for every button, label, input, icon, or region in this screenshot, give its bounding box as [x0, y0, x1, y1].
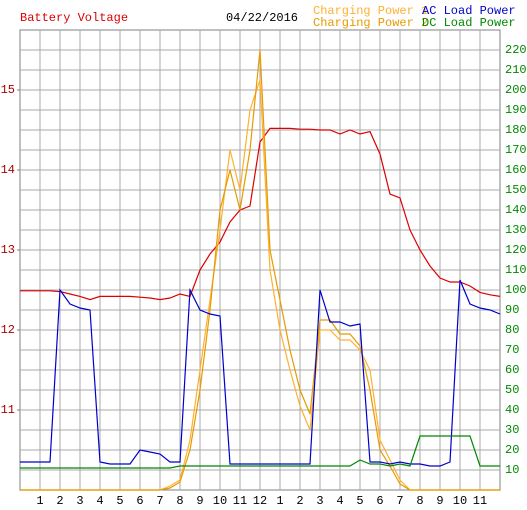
y-tick-label: 14: [1, 163, 15, 177]
y2-tick-label: 220: [505, 43, 527, 57]
x-tick-label: 4: [96, 494, 103, 508]
x-tick-label: 12: [253, 494, 267, 508]
y2-tick-label: 10: [505, 463, 519, 477]
y2-tick-label: 100: [505, 283, 527, 297]
x-tick-label: 6: [136, 494, 143, 508]
x-tick-label: 1: [276, 494, 283, 508]
legend-entry: Charging Power 2: [313, 16, 428, 30]
y2-tick-label: 80: [505, 323, 519, 337]
y2-tick-label: 50: [505, 383, 519, 397]
x-tick-label: 9: [196, 494, 203, 508]
chart-title: 04/22/2016: [226, 11, 298, 25]
y2-tick-label: 120: [505, 243, 527, 257]
y-tick-label: 15: [1, 83, 15, 97]
x-tick-label: 5: [116, 494, 123, 508]
x-tick-label: 9: [436, 494, 443, 508]
y2-tick-label: 20: [505, 443, 519, 457]
y2-tick-label: 130: [505, 223, 527, 237]
x-tick-label: 10: [453, 494, 467, 508]
x-tick-label: 4: [336, 494, 343, 508]
x-tick-label: 8: [176, 494, 183, 508]
y2-tick-label: 210: [505, 63, 527, 77]
x-tick-label: 7: [156, 494, 163, 508]
x-tick-label: 8: [416, 494, 423, 508]
x-tick-label: 3: [76, 494, 83, 508]
y2-tick-label: 30: [505, 423, 519, 437]
x-tick-label: 7: [396, 494, 403, 508]
y2-tick-label: 140: [505, 203, 527, 217]
y2-tick-label: 190: [505, 103, 527, 117]
y2-tick-label: 60: [505, 363, 519, 377]
series-line: [20, 127, 501, 301]
y-tick-label: 12: [1, 323, 15, 337]
y-tick-label: 11: [1, 403, 15, 417]
y2-tick-label: 170: [505, 143, 527, 157]
y2-tick-label: 150: [505, 183, 527, 197]
x-tick-label: 1: [36, 494, 43, 508]
legend-entry: Battery Voltage: [20, 11, 128, 25]
legend-entry: Charging Power 1: [313, 4, 428, 18]
series-line: [20, 49, 500, 491]
legend-entry: AC Load Power: [422, 4, 516, 18]
y2-tick-label: 40: [505, 403, 519, 417]
x-tick-label: 2: [296, 494, 303, 508]
x-tick-label: 11: [473, 494, 487, 508]
x-tick-label: 2: [56, 494, 63, 508]
series-line: [20, 279, 501, 467]
x-tick-label: 5: [356, 494, 363, 508]
y2-tick-label: 200: [505, 83, 527, 97]
y2-tick-label: 70: [505, 343, 519, 357]
x-tick-label: 6: [376, 494, 383, 508]
y2-tick-label: 90: [505, 303, 519, 317]
x-tick-label: 10: [213, 494, 227, 508]
y2-tick-label: 180: [505, 123, 527, 137]
x-tick-label: 11: [233, 494, 247, 508]
series-line: [20, 435, 500, 469]
legend-entry: DC Load Power: [422, 16, 516, 30]
x-tick-label: 3: [316, 494, 323, 508]
y2-tick-label: 160: [505, 163, 527, 177]
y-tick-label: 13: [1, 243, 15, 257]
y2-tick-label: 110: [505, 263, 527, 277]
